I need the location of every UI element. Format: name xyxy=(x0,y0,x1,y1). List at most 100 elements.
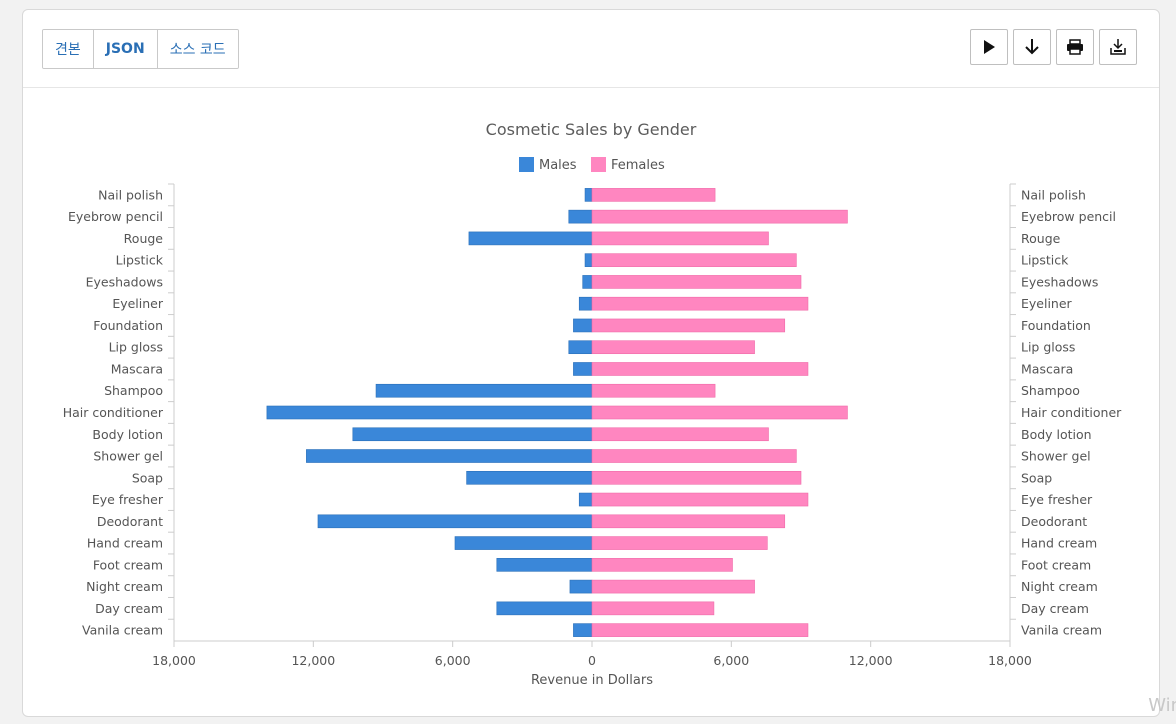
category-label-right-eyebrow-pencil: Eyebrow pencil xyxy=(1021,209,1116,224)
bar-females-day-cream xyxy=(591,601,715,616)
category-label-left-eyeliner: Eyeliner xyxy=(112,296,164,311)
category-label-left-lip-gloss: Lip gloss xyxy=(109,340,163,355)
legend-label-males: Males xyxy=(539,158,577,173)
category-label-left-nail-polish: Nail polish xyxy=(98,187,163,202)
bar-males-eyebrow-pencil xyxy=(568,209,593,224)
bar-males-foundation xyxy=(573,318,593,333)
tab-json[interactable]: JSON xyxy=(93,30,158,68)
bar-females-shower-gel xyxy=(591,449,797,463)
bar-females-eyeshadows xyxy=(591,275,802,289)
chart-area: Cosmetic Sales by Gender Males Females Nail… xyxy=(23,88,1159,716)
run-button[interactable] xyxy=(970,29,1008,65)
category-label-left-day-cream: Day cream xyxy=(95,601,163,616)
bar-males-lipstick xyxy=(584,253,593,267)
x-tick-label: 6,000 xyxy=(713,653,749,668)
bar-males-shampoo xyxy=(375,383,593,398)
category-label-right-lipstick: Lipstick xyxy=(1021,253,1069,268)
bar-males-vanila-cream xyxy=(573,623,593,637)
category-label-right-hand-cream: Hand cream xyxy=(1021,536,1097,551)
bar-females-eyebrow-pencil xyxy=(591,209,848,224)
x-tick-label: 0 xyxy=(588,653,596,668)
category-label-left-eye-fresher: Eye fresher xyxy=(92,492,164,507)
bar-males-eyeliner xyxy=(578,296,593,311)
toolbar: 견본 JSON 소스 코드 xyxy=(23,10,1159,88)
category-label-right-day-cream: Day cream xyxy=(1021,601,1089,616)
bar-males-mascara xyxy=(573,362,593,376)
category-label-left-shower-gel: Shower gel xyxy=(93,449,163,464)
category-label-left-hair-conditioner: Hair conditioner xyxy=(63,405,164,420)
category-label-right-body-lotion: Body lotion xyxy=(1021,427,1092,442)
bar-females-rouge xyxy=(591,231,769,246)
x-tick-label: 18,000 xyxy=(988,653,1032,668)
category-label-right-night-cream: Night cream xyxy=(1021,579,1098,594)
bar-females-foot-cream xyxy=(591,558,733,572)
category-label-right-eyeliner: Eyeliner xyxy=(1021,296,1073,311)
bar-females-mascara xyxy=(591,362,809,376)
bar-males-soap xyxy=(466,470,593,485)
play-icon xyxy=(984,40,995,54)
bar-males-hand-cream xyxy=(454,536,593,550)
bar-males-eye-fresher xyxy=(578,492,593,507)
tab-sample[interactable]: 견본 xyxy=(43,30,94,68)
bar-males-shower-gel xyxy=(306,449,593,463)
bar-females-hand-cream xyxy=(591,536,768,550)
category-label-right-hair-conditioner: Hair conditioner xyxy=(1021,405,1122,420)
category-label-left-soap: Soap xyxy=(132,470,163,485)
x-tick-label: 6,000 xyxy=(435,653,471,668)
bar-females-shampoo xyxy=(591,383,716,398)
category-label-left-hand-cream: Hand cream xyxy=(87,536,163,551)
category-label-left-eyeshadows: Eyeshadows xyxy=(86,274,163,289)
legend-swatch-males xyxy=(519,157,534,172)
category-label-left-rouge: Rouge xyxy=(124,231,164,246)
bar-males-night-cream xyxy=(569,579,593,594)
category-label-left-foot-cream: Foot cream xyxy=(93,557,163,572)
bar-females-foundation xyxy=(591,318,786,333)
bar-males-nail-polish xyxy=(584,188,593,202)
category-label-right-foot-cream: Foot cream xyxy=(1021,557,1091,572)
tab-source-code[interactable]: 소스 코드 xyxy=(157,30,238,68)
category-label-right-rouge: Rouge xyxy=(1021,231,1061,246)
bar-females-night-cream xyxy=(591,579,755,594)
category-label-left-vanila-cream: Vanila cream xyxy=(82,623,163,638)
bar-males-day-cream xyxy=(496,601,593,616)
bar-males-eyeshadows xyxy=(582,275,593,289)
bar-females-hair-conditioner xyxy=(591,405,848,420)
category-label-right-lip-gloss: Lip gloss xyxy=(1021,340,1075,355)
category-label-left-eyebrow-pencil: Eyebrow pencil xyxy=(68,209,163,224)
x-tick-label: 12,000 xyxy=(849,653,893,668)
chart-title: Cosmetic Sales by Gender xyxy=(486,120,697,139)
export-button[interactable] xyxy=(1099,29,1137,65)
category-label-right-shampoo: Shampoo xyxy=(1021,383,1080,398)
category-label-right-shower-gel: Shower gel xyxy=(1021,449,1091,464)
x-tick-label: 18,000 xyxy=(152,653,196,668)
os-watermark-text: Win xyxy=(1148,695,1176,716)
bar-females-eyeliner xyxy=(591,296,809,311)
bar-males-rouge xyxy=(468,231,593,246)
category-label-left-mascara: Mascara xyxy=(111,361,163,376)
export-icon xyxy=(1110,39,1126,55)
bar-females-deodorant xyxy=(591,514,786,529)
print-button[interactable] xyxy=(1056,29,1094,65)
bar-males-deodorant xyxy=(317,514,593,529)
bar-males-lip-gloss xyxy=(568,340,593,355)
bar-females-body-lotion xyxy=(591,427,769,442)
chart-card: 견본 JSON 소스 코드 xyxy=(22,9,1160,717)
category-label-right-soap: Soap xyxy=(1021,470,1052,485)
category-label-left-lipstick: Lipstick xyxy=(116,253,164,268)
category-label-right-eyeshadows: Eyeshadows xyxy=(1021,274,1098,289)
legend-label-females: Females xyxy=(611,158,665,173)
download-button[interactable] xyxy=(1013,29,1051,65)
category-label-left-night-cream: Night cream xyxy=(86,579,163,594)
bar-males-foot-cream xyxy=(496,558,593,572)
x-tick-label: 12,000 xyxy=(291,653,335,668)
category-label-left-body-lotion: Body lotion xyxy=(92,427,163,442)
category-label-right-deodorant: Deodorant xyxy=(1021,514,1087,529)
bar-females-eye-fresher xyxy=(591,492,809,507)
category-label-right-nail-polish: Nail polish xyxy=(1021,187,1086,202)
view-tabs: 견본 JSON 소스 코드 xyxy=(42,29,239,69)
bar-females-vanila-cream xyxy=(591,623,809,637)
category-label-right-eye-fresher: Eye fresher xyxy=(1021,492,1093,507)
action-buttons xyxy=(970,29,1137,65)
x-axis-label: Revenue in Dollars xyxy=(531,673,653,688)
print-icon xyxy=(1067,39,1083,55)
